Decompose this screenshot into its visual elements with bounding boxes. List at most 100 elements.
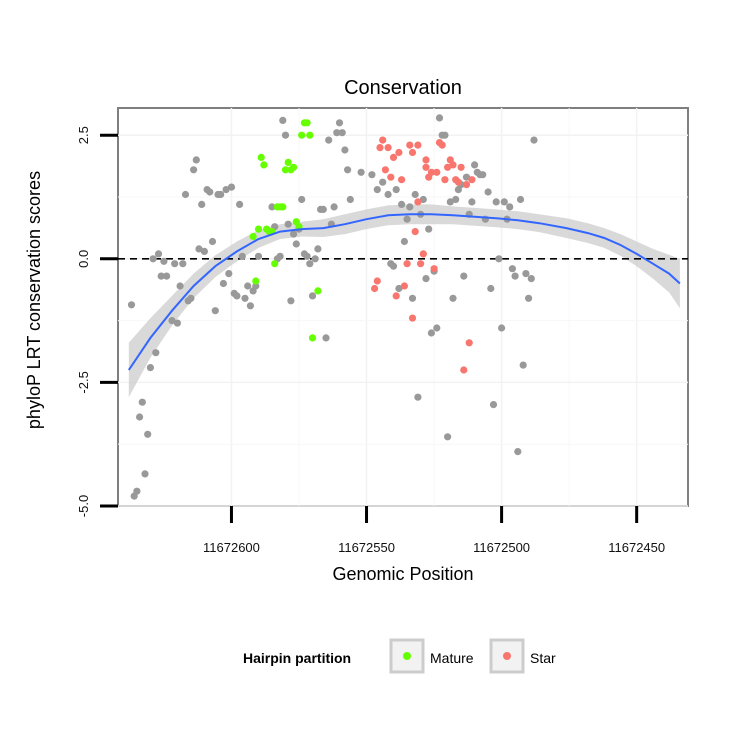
data-point-star-37 <box>408 314 417 322</box>
data-point-other-84 <box>392 186 400 194</box>
data-point-mature-21 <box>252 277 260 285</box>
data-point-other-81 <box>384 190 392 199</box>
data-point-other-9 <box>152 349 160 357</box>
data-point-other-56 <box>292 240 300 248</box>
x-tick-label-2: 11672500 <box>473 540 530 555</box>
smooth-fit-line <box>127 213 681 371</box>
data-point-star-0 <box>376 144 384 152</box>
data-point-star-38 <box>422 156 430 164</box>
legend-key-star <box>489 638 525 674</box>
data-point-other-102 <box>441 131 449 139</box>
data-point-other-124 <box>500 198 508 206</box>
data-point-other-25 <box>198 200 206 208</box>
data-point-other-122 <box>495 255 503 263</box>
data-point-star-8 <box>398 176 406 184</box>
data-point-other-5 <box>141 470 149 478</box>
x-axis: 11672600 11672550 11672500 11672450 <box>203 506 665 555</box>
data-point-star-30 <box>457 163 465 171</box>
data-point-mature-15 <box>298 131 306 139</box>
plot-background <box>117 107 689 507</box>
data-point-other-19 <box>181 190 190 199</box>
data-point-other-92 <box>414 393 422 401</box>
data-point-other-112 <box>468 198 476 206</box>
data-point-star-23 <box>438 141 446 149</box>
data-point-other-3 <box>136 413 144 421</box>
data-point-other-60 <box>303 252 311 260</box>
legend-label-star: Star <box>530 650 556 666</box>
data-point-star-20 <box>430 265 438 273</box>
legend-swatch-star <box>503 652 511 660</box>
data-point-other-61 <box>306 260 314 268</box>
data-point-mature-17 <box>303 119 311 127</box>
data-point-other-26 <box>200 247 208 255</box>
data-point-other-70 <box>330 203 338 211</box>
data-point-star-3 <box>384 144 392 152</box>
legend-swatch-mature <box>403 652 411 660</box>
data-point-other-89 <box>406 203 414 211</box>
data-point-other-30 <box>211 307 219 315</box>
data-point-other-68 <box>325 136 333 144</box>
data-point-star-27 <box>449 161 457 169</box>
x-tick-label-1: 11672550 <box>338 540 395 555</box>
data-point-other-4 <box>138 398 146 406</box>
data-point-star-5 <box>389 153 398 161</box>
data-point-other-95 <box>422 275 430 283</box>
data-point-other-97 <box>427 329 435 337</box>
legend-entry-star: Star <box>489 638 556 674</box>
data-point-other-91 <box>411 190 419 199</box>
data-point-other-83 <box>389 262 398 270</box>
data-point-other-94 <box>419 195 427 204</box>
data-point-other-86 <box>398 200 406 208</box>
data-point-mature-20 <box>249 232 257 241</box>
data-point-other-77 <box>357 168 365 176</box>
data-point-other-104 <box>446 198 454 206</box>
data-point-other-106 <box>452 195 460 204</box>
data-point-mature-9 <box>281 166 290 174</box>
data-point-other-58 <box>298 195 306 204</box>
data-point-other-80 <box>379 178 387 186</box>
data-point-other-21 <box>187 294 195 302</box>
legend-entry-mature: Mature <box>389 638 474 674</box>
data-point-mature-12 <box>290 163 298 171</box>
data-point-star-24 <box>441 176 449 184</box>
data-point-other-41 <box>241 294 249 302</box>
data-point-other-38 <box>233 292 241 300</box>
data-point-other-63 <box>311 255 319 263</box>
data-point-other-79 <box>373 186 381 194</box>
data-point-other-14 <box>168 317 176 325</box>
data-point-mature-8 <box>279 203 287 211</box>
data-point-other-43 <box>246 302 254 310</box>
data-point-other-36 <box>227 183 236 191</box>
data-point-other-34 <box>222 186 230 194</box>
data-point-other-42 <box>244 282 252 290</box>
data-point-other-71 <box>333 129 341 137</box>
data-point-star-19 <box>427 168 435 176</box>
y-tick-label-1: -2.5 <box>76 371 91 393</box>
data-point-other-40 <box>238 252 246 260</box>
data-point-other-11 <box>157 272 165 280</box>
data-point-other-12 <box>160 257 168 265</box>
data-point-other-32 <box>217 190 225 199</box>
data-point-other-39 <box>236 200 244 208</box>
data-point-other-6 <box>144 430 152 438</box>
data-point-other-135 <box>530 136 538 144</box>
data-point-other-2 <box>133 487 141 495</box>
data-point-other-13 <box>163 272 171 280</box>
data-point-star-25 <box>444 163 452 171</box>
data-point-mature-10 <box>284 158 292 166</box>
data-point-star-6 <box>392 292 400 300</box>
data-point-other-123 <box>498 324 506 332</box>
data-point-other-118 <box>484 188 492 196</box>
data-point-other-53 <box>284 220 292 228</box>
data-point-other-90 <box>408 294 417 302</box>
data-point-star-2 <box>381 166 389 174</box>
data-point-other-100 <box>435 114 444 122</box>
data-point-other-64 <box>314 245 322 253</box>
data-point-other-46 <box>254 252 263 260</box>
x-tick-label-0: 11672600 <box>203 540 260 555</box>
data-point-other-72 <box>335 119 344 127</box>
data-point-other-113 <box>471 161 479 169</box>
data-point-mature-22 <box>254 225 263 233</box>
data-point-other-75 <box>344 166 352 174</box>
data-point-other-66 <box>319 205 327 213</box>
